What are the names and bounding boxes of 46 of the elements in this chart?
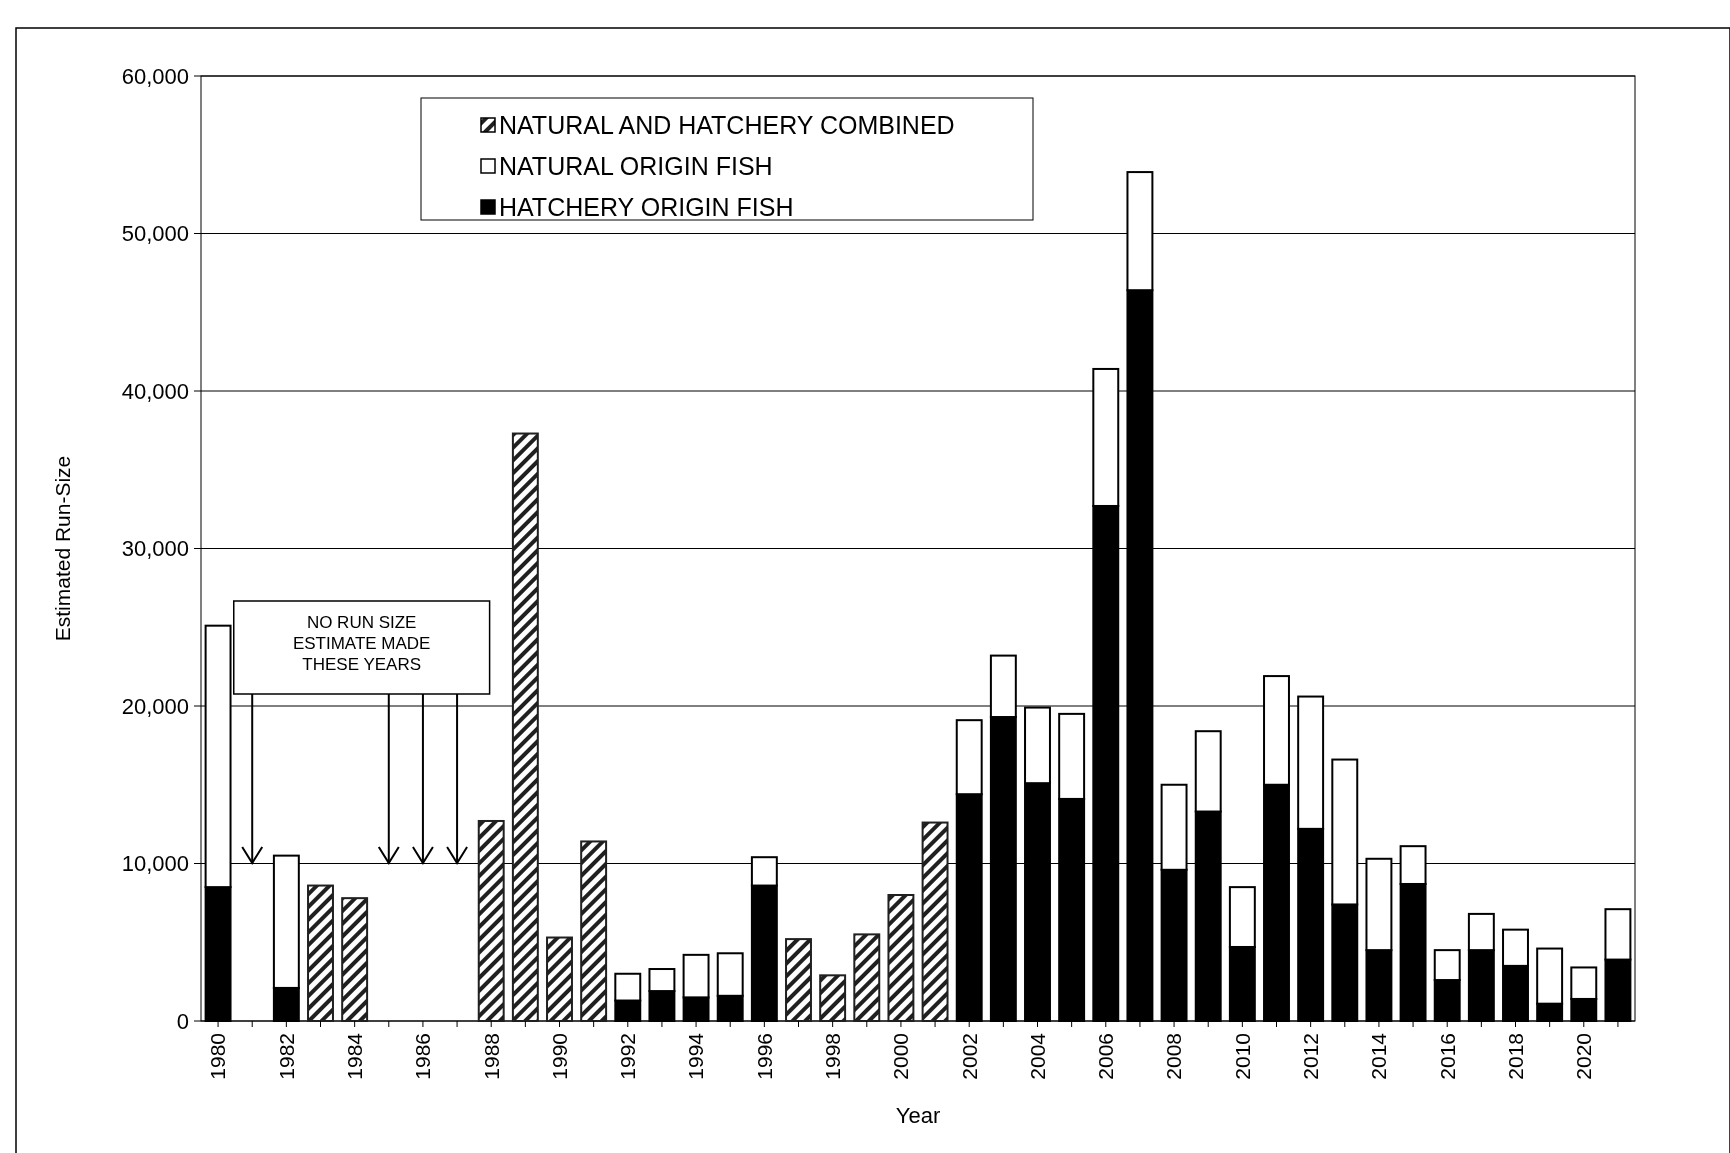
- x-tick-label: 2010: [1230, 1033, 1254, 1080]
- x-axis-title: Year: [895, 1103, 941, 1128]
- y-tick-label: 50,000: [121, 221, 189, 247]
- annotation: NO RUN SIZE ESTIMATE MADE THESE YEARS: [292, 613, 431, 674]
- x-tick-label: 1994: [684, 1032, 708, 1080]
- x-tick-label: 2020: [1572, 1033, 1596, 1080]
- y-axis-title: Estimated Run-Size: [51, 455, 74, 642]
- y-tick-label: 0: [176, 1008, 189, 1034]
- note-box: NO RUN SIZE ESTIMATE MADE THESE YEARS: [233, 600, 491, 695]
- bar: [785, 938, 812, 1022]
- bar: [307, 884, 334, 1022]
- y-tick-label: 60,000: [121, 63, 189, 89]
- x-tick-label: 1988: [479, 1033, 503, 1080]
- x-tick-label: 1980: [206, 1033, 230, 1080]
- y-tick-label: 20,000: [121, 693, 189, 719]
- x-tick-label: 2000: [889, 1033, 913, 1080]
- bar: [853, 933, 881, 1022]
- legend-label: HATCHERY ORIGIN FISH: [499, 192, 794, 221]
- bar: [819, 974, 847, 1022]
- x-tick-label: 2008: [1162, 1033, 1186, 1080]
- x-tick-label: 1984: [342, 1032, 366, 1080]
- bar: [580, 840, 608, 1022]
- x-tick-label: 2018: [1503, 1033, 1527, 1080]
- y-tick-label: 40,000: [121, 378, 189, 404]
- y-tick-label: 10,000: [121, 851, 189, 877]
- x-tick-label: 2006: [1094, 1033, 1118, 1080]
- x-tick-label: 1998: [820, 1033, 844, 1080]
- x-tick-label: 1990: [547, 1033, 571, 1080]
- legend-label: NATURAL AND HATCHERY COMBINED: [499, 110, 955, 139]
- y-tick-label: 30,000: [121, 536, 189, 562]
- x-tick-label: 1982: [274, 1033, 298, 1080]
- x-tick-label: 2016: [1435, 1033, 1459, 1080]
- x-tick-label: 1992: [616, 1033, 640, 1080]
- bar: [546, 936, 573, 1022]
- bar: [921, 821, 949, 1022]
- bar: [887, 894, 915, 1022]
- x-tick-label: 1986: [411, 1033, 435, 1080]
- bar: [511, 432, 539, 1022]
- bar: [341, 897, 369, 1022]
- x-tick-label: 2014: [1367, 1032, 1391, 1080]
- legend-label: NATURAL ORIGIN FISH: [499, 151, 773, 180]
- x-tick-label: 2002: [957, 1033, 981, 1080]
- x-tick-label: 2004: [1025, 1032, 1049, 1080]
- x-tick-label: 1996: [752, 1033, 776, 1080]
- x-tick-label: 2012: [1298, 1033, 1322, 1080]
- bar: [477, 819, 505, 1022]
